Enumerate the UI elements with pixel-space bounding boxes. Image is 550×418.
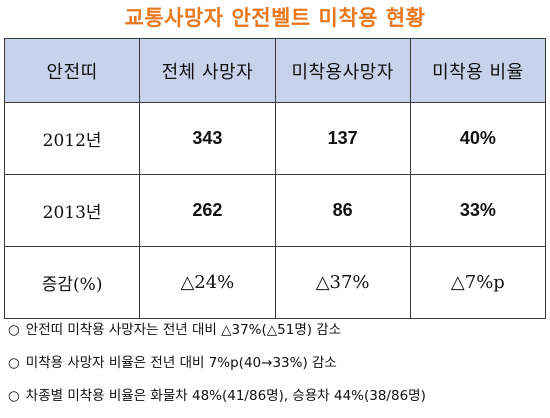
- row-label: 증감(%): [3, 246, 141, 319]
- note-text: 미착용 사망자 비율은 전년 대비 7%p(40→33%) 감소: [25, 355, 337, 371]
- table-row-2012: 2012년 343 137 40%: [3, 102, 547, 175]
- header-unbelted-ratio: 미착용 비율: [409, 38, 547, 103]
- circle-bullet-icon: ○: [8, 322, 20, 338]
- cell-unbelted-deaths: 86: [274, 174, 411, 247]
- table-row-2013: 2013년 262 86 33%: [3, 174, 547, 247]
- cell-unbelted-deaths: 137: [274, 102, 411, 175]
- seatbelt-stats-table: 안전띠 전체 사망자 미착용사망자 미착용 비율 2012년 343 137 4…: [3, 38, 547, 319]
- note-item: ○ 안전띠 미착용 사망자는 전년 대비 △37%(△51명) 감소: [8, 319, 548, 352]
- cell-total-deaths: 343: [139, 102, 276, 175]
- cell-unbelted-ratio: 40%: [409, 102, 547, 175]
- header-unbelted-deaths: 미착용사망자: [274, 38, 411, 103]
- note-item: ○ 차종별 미착용 비율은 화물차 48%(41/86명), 승용차 44%(38…: [8, 385, 548, 418]
- note-item: ○ 미착용 사망자 비율은 전년 대비 7%p(40→33%) 감소: [8, 352, 548, 385]
- circle-bullet-icon: ○: [8, 388, 20, 404]
- cell-total-change: △24%: [139, 246, 276, 319]
- row-label: 2013년: [3, 174, 141, 247]
- header-seatbelt: 안전띠: [3, 38, 141, 103]
- cell-unbelted-change: △37%: [274, 246, 411, 319]
- cell-unbelted-ratio: 33%: [409, 174, 547, 247]
- note-text: 차종별 미착용 비율은 화물차 48%(41/86명), 승용차 44%(38/…: [25, 388, 426, 404]
- header-total-deaths: 전체 사망자: [139, 38, 276, 103]
- cell-total-deaths: 262: [139, 174, 276, 247]
- circle-bullet-icon: ○: [8, 355, 20, 371]
- note-text: 안전띠 미착용 사망자는 전년 대비 △37%(△51명) 감소: [25, 322, 342, 338]
- table-header-row: 안전띠 전체 사망자 미착용사망자 미착용 비율: [3, 38, 547, 103]
- table-row-change: 증감(%) △24% △37% △7%p: [3, 246, 547, 319]
- page-title: 교통사망자 안전벨트 미착용 현황: [124, 6, 426, 30]
- cell-ratio-change: △7%p: [409, 246, 547, 319]
- summary-notes: ○ 안전띠 미착용 사망자는 전년 대비 △37%(△51명) 감소 ○ 미착용 사…: [8, 319, 548, 418]
- row-label: 2012년: [3, 102, 141, 175]
